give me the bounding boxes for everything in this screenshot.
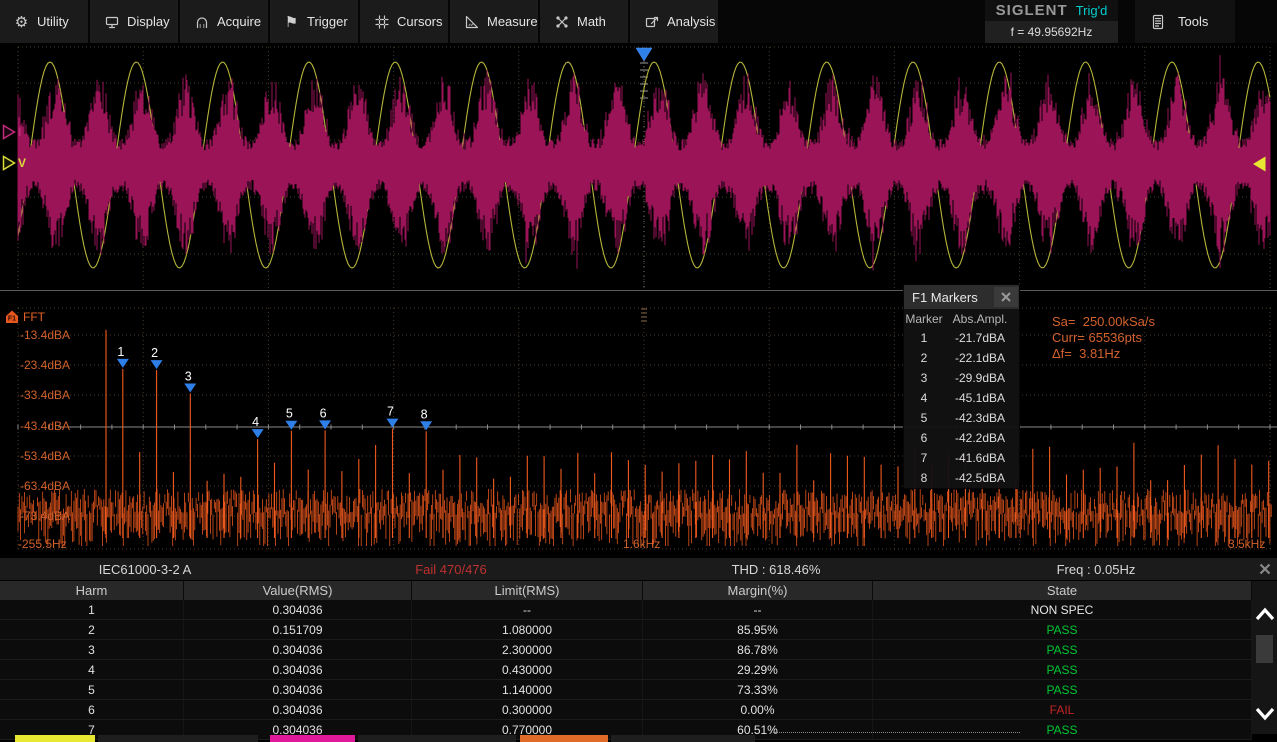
fft-marker-7[interactable] [386, 419, 398, 428]
fft-y-tick-label: -43.4dBA [20, 419, 70, 433]
table-row: 50.3040361.14000073.33%PASS [0, 680, 1252, 700]
menu-utility[interactable]: ⚙ Utility [0, 0, 89, 43]
fft-marker-number: 6 [320, 406, 327, 420]
menu-acquire[interactable]: Acquire [180, 0, 269, 43]
fft-marker-number: 2 [151, 346, 158, 360]
f1-markers-popup: F1 Markers Marker Abs.Ampl. 1-21.7dBA2-2… [903, 284, 1020, 489]
fft-f1-badge: F1 [4, 309, 20, 325]
set-square-icon [463, 14, 480, 30]
marker-row: 7-41.6dBA [904, 448, 1019, 468]
current-arrow-icon [2, 124, 17, 140]
siglent-logo: SIGLENT [996, 2, 1068, 19]
waveform-display[interactable] [0, 45, 1277, 291]
table-row: 60.3040360.3000000.00%FAIL [0, 700, 1252, 720]
fft-marker-6[interactable] [319, 420, 331, 429]
flag-icon: ⚑ [283, 13, 300, 31]
fft-y-tick-label: -73.4dBA [20, 509, 70, 523]
oscilloscope-screen: ⚙ Utility Display Acquire ⚑ Trigger Curs… [0, 0, 1277, 742]
close-icon[interactable] [1252, 558, 1277, 580]
channel-info-box [358, 735, 516, 742]
fft-marker-number: 5 [286, 407, 293, 421]
fft-x-start-label: -255.5Hz [18, 537, 67, 551]
divider [770, 732, 1020, 733]
fft-marker-number: 3 [185, 370, 192, 384]
thd-readout: THD : 618.46% [612, 558, 940, 580]
fft-y-tick-label: -63.4dBA [20, 479, 70, 493]
voltage-arrow-icon [2, 155, 17, 171]
fft-label: FFT [23, 310, 45, 324]
current-channel-marker[interactable]: I [2, 124, 21, 140]
fft-marker-8[interactable] [420, 421, 432, 430]
fft-marker-number: 1 [117, 345, 124, 359]
table-row: 20.1517091.08000085.95%PASS [0, 620, 1252, 640]
marker-row: 3-29.9dBA [904, 368, 1019, 388]
fft-y-tick-label: -53.4dBA [20, 449, 70, 463]
channel-badge-current[interactable] [270, 735, 355, 742]
marker-row: 4-45.1dBA [904, 388, 1019, 408]
marker-row: 2-22.1dBA [904, 348, 1019, 368]
fft-marker-1[interactable] [117, 359, 129, 368]
menu-cursors[interactable]: Cursors [360, 0, 449, 43]
table-scrollbar [1252, 581, 1277, 734]
menu-bar: ⚙ Utility Display Acquire ⚑ Trigger Curs… [0, 0, 1277, 43]
f1-markers-titlebar[interactable]: F1 Markers [904, 285, 1019, 309]
menu-measure[interactable]: Measure [450, 0, 539, 43]
fft-y-tick-label: -13.4dBA [20, 328, 70, 342]
markers-table-header: Marker Abs.Ampl. [904, 309, 1019, 328]
trigger-status-badge: Trig'd [1076, 3, 1108, 18]
analysis-icon [643, 14, 660, 30]
marker-row: 6-42.2dBA [904, 428, 1019, 448]
fft-marker-number: 8 [421, 407, 428, 421]
scroll-down-button[interactable] [1252, 699, 1277, 729]
table-row: 40.3040360.43000029.29%PASS [0, 660, 1252, 680]
fft-marker-5[interactable] [285, 421, 297, 430]
fft-x-end-label: 3.5kHz [1228, 537, 1265, 551]
svg-text:F1: F1 [8, 316, 16, 323]
fft-marker-number: 7 [387, 405, 394, 419]
freq-readout: Freq : 0.05Hz [940, 558, 1252, 580]
fft-sample-info: Sa= 250.00kSa/s Curr= 65536pts Δf= 3.81H… [1052, 314, 1155, 362]
markers-table-body: 1-21.7dBA2-22.1dBA3-29.9dBA4-45.1dBA5-42… [904, 328, 1019, 488]
voltage-channel-marker[interactable]: V [2, 155, 26, 171]
fft-marker-number: 4 [252, 415, 259, 429]
harmonics-table-body: 10.304036----NON SPEC20.1517091.08000085… [0, 600, 1252, 740]
compliance-status-bar: IEC61000-3-2 A Fail 470/476 THD : 618.46… [0, 558, 1277, 580]
table-row: 30.3040362.30000086.78%PASS [0, 640, 1252, 660]
marker-row: 5-42.3dBA [904, 408, 1019, 428]
compliance-standard: IEC61000-3-2 A [0, 558, 290, 580]
crosshair-grid-icon [373, 14, 390, 30]
scroll-up-button[interactable] [1252, 599, 1277, 629]
channel-info-box [611, 735, 755, 742]
fft-marker-3[interactable] [184, 384, 196, 393]
monitor-icon [103, 14, 120, 30]
clipboard-icon [1149, 13, 1166, 31]
marker-row: 8-42.5dBA [904, 468, 1019, 488]
fft-y-tick-label: -33.4dBA [20, 388, 70, 402]
brand-status-box: SIGLENT Trig'd f = 49.95692Hz [985, 0, 1118, 43]
channel-info-box [98, 735, 258, 742]
close-icon[interactable] [994, 287, 1018, 307]
menu-trigger[interactable]: ⚑ Trigger [270, 0, 359, 43]
trigger-level-arrow[interactable] [1251, 155, 1267, 173]
table-row: 10.304036----NON SPEC [0, 600, 1252, 620]
channel-badge-voltage[interactable] [15, 735, 95, 742]
fft-x-mid-label: 1.6kHz [623, 537, 660, 551]
menu-display[interactable]: Display [90, 0, 179, 43]
scrollbar-thumb[interactable] [1256, 635, 1273, 663]
marker-row: 1-21.7dBA [904, 328, 1019, 348]
fft-y-tick-label: -23.4dBA [20, 358, 70, 372]
trigger-position-marker[interactable] [636, 48, 652, 61]
trigger-frequency-readout: f = 49.95692Hz [985, 21, 1118, 43]
menu-analysis[interactable]: Analysis [630, 0, 719, 43]
gear-icon: ⚙ [13, 13, 30, 31]
acquire-arch-icon [193, 14, 210, 30]
fft-marker-4[interactable] [252, 429, 264, 438]
fft-marker-2[interactable] [151, 360, 163, 369]
channel-badge-fft[interactable] [520, 735, 608, 742]
math-cross-icon [553, 14, 570, 30]
compliance-result: Fail 470/476 [290, 558, 612, 580]
harmonics-table-header: Harm Value(RMS) Limit(RMS) Margin(%) Sta… [0, 581, 1252, 600]
menu-tools[interactable]: Tools [1135, 0, 1235, 43]
menu-math[interactable]: Math [540, 0, 629, 43]
